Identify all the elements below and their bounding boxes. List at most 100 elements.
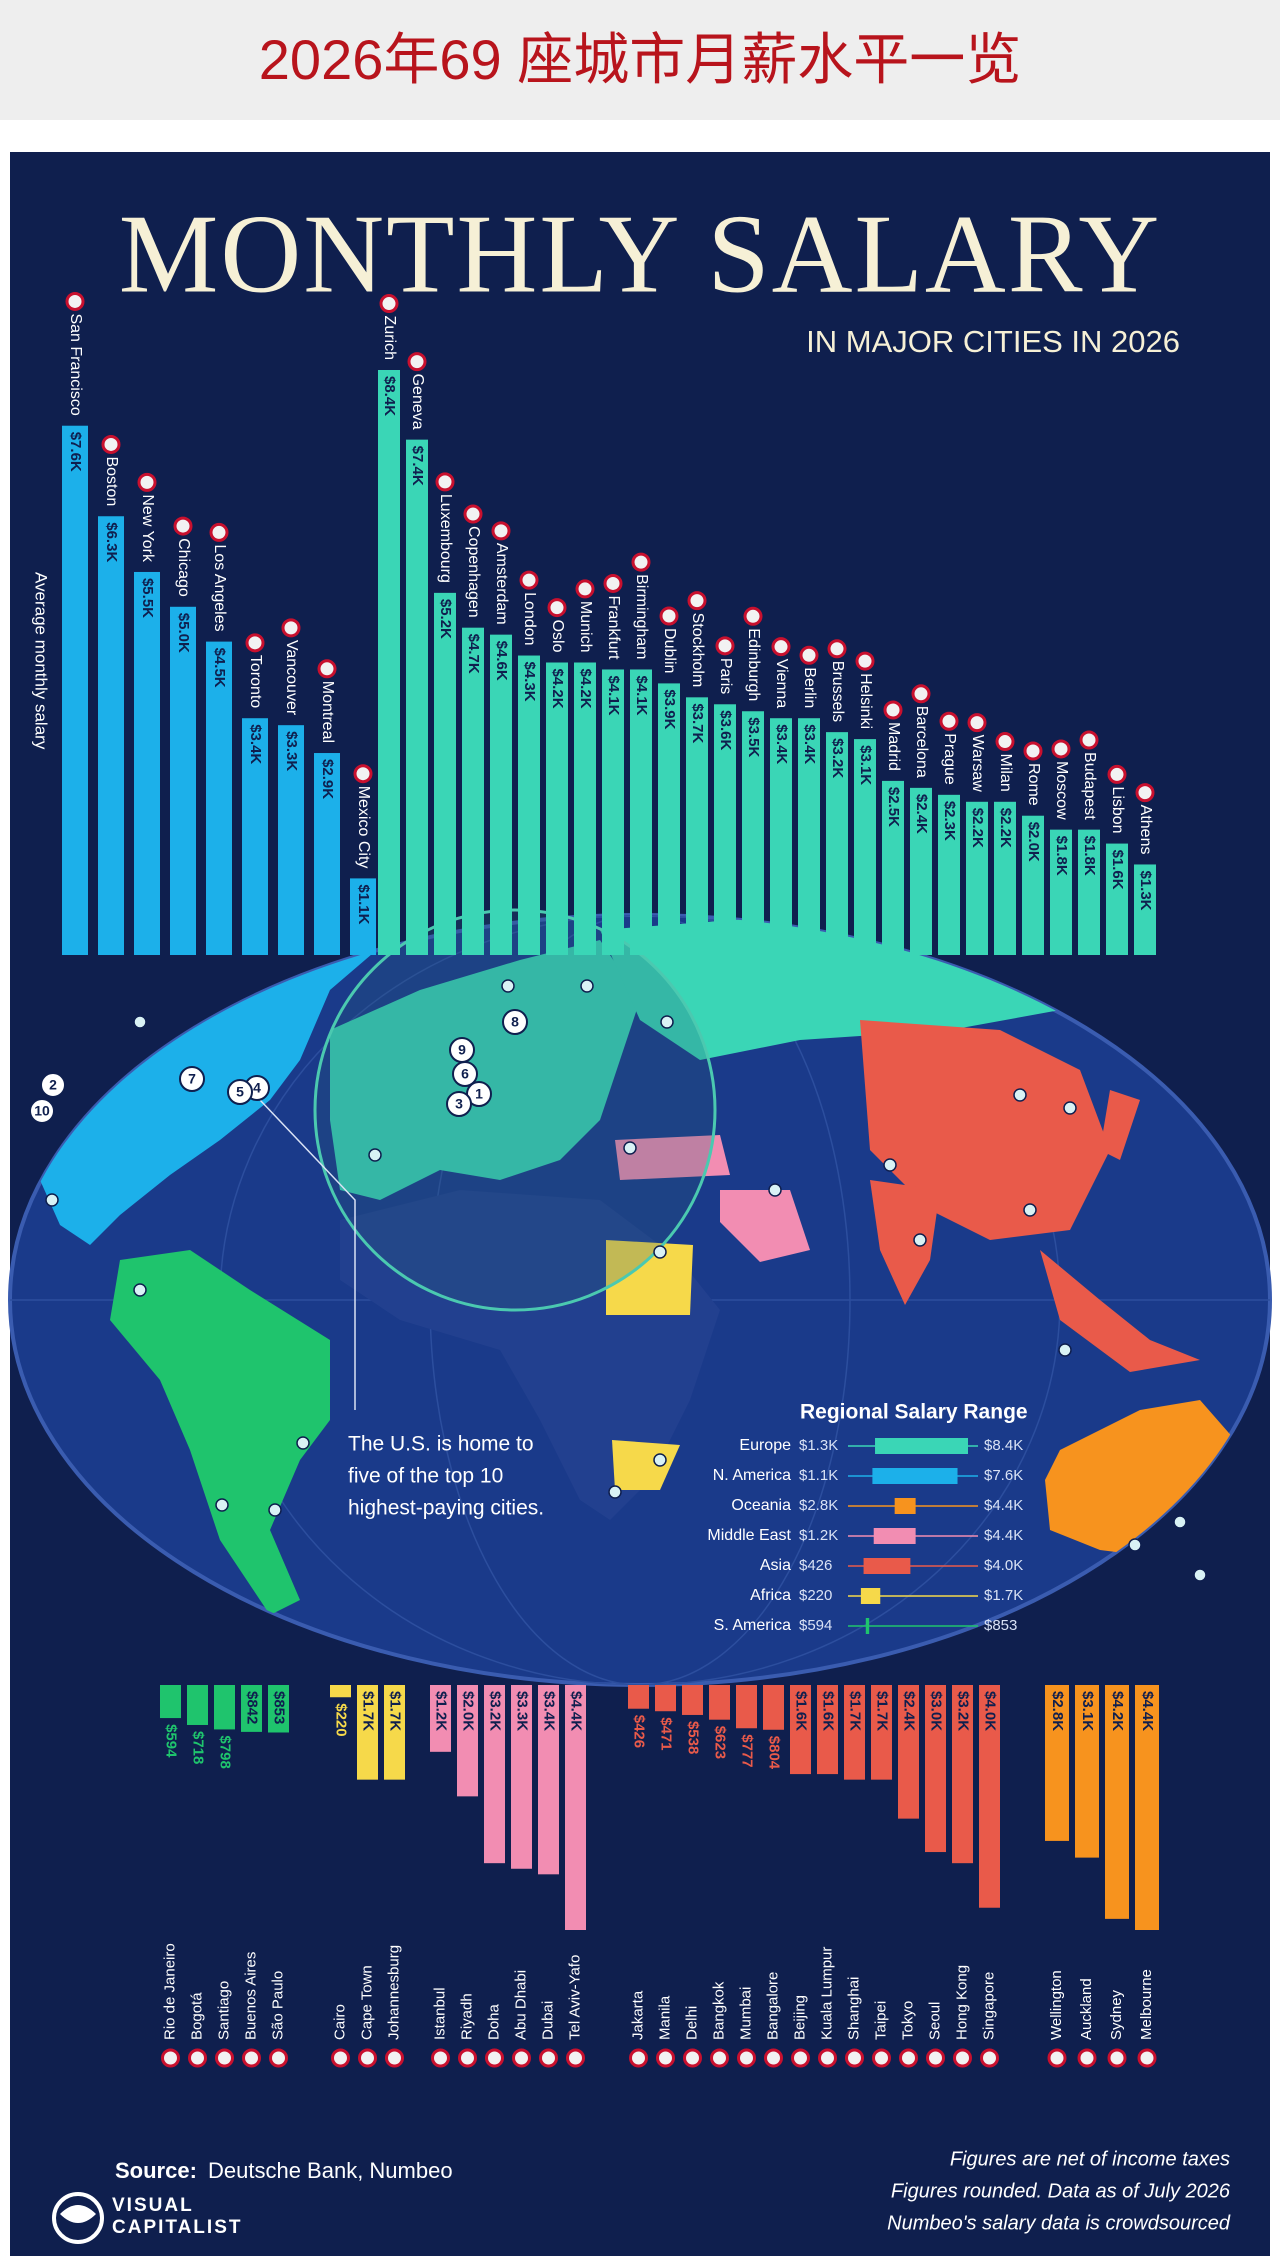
city-dots bbox=[45, 979, 1207, 1582]
bar bbox=[1022, 815, 1044, 955]
city-label: Frankfurt bbox=[605, 595, 622, 660]
flag bbox=[245, 633, 265, 653]
city-label: Melbourne bbox=[1138, 1969, 1155, 2040]
bar bbox=[910, 787, 932, 955]
bar bbox=[938, 794, 960, 955]
city-label: Luxembourg bbox=[437, 494, 454, 583]
axis-label: Average monthly salary bbox=[32, 572, 51, 750]
city-dot bbox=[501, 979, 515, 993]
city-label: Riyadh bbox=[458, 1993, 475, 2040]
value-label: $3.5K bbox=[745, 717, 762, 757]
bar bbox=[682, 1685, 703, 1715]
city-dot bbox=[133, 1283, 147, 1297]
bar bbox=[268, 1685, 289, 1733]
value-label: $4.2K bbox=[549, 669, 566, 709]
subtitle: IN MAJOR CITIES IN 2026 bbox=[806, 324, 1180, 359]
city-label: Brussels bbox=[829, 661, 846, 722]
flag bbox=[431, 2048, 450, 2068]
south-america bbox=[110, 1250, 330, 1615]
flag bbox=[883, 700, 903, 720]
main-title: MONTHLY SALARY bbox=[119, 193, 1161, 317]
value-label: $1.8K bbox=[1053, 836, 1070, 876]
bar bbox=[98, 516, 124, 955]
bar bbox=[1050, 829, 1072, 955]
city-label: London bbox=[521, 592, 538, 645]
value-label: $798 bbox=[217, 1735, 234, 1768]
map-marker-label: 10 bbox=[34, 1103, 50, 1119]
value-label: $4.2K bbox=[1109, 1691, 1126, 1731]
map-marker bbox=[449, 1037, 475, 1063]
logo-icon bbox=[52, 2192, 104, 2244]
city-dot bbox=[1193, 1568, 1207, 1582]
annotation-line: five of the top 10 bbox=[348, 1465, 503, 1488]
bar bbox=[434, 592, 456, 955]
flag bbox=[911, 684, 931, 704]
flag bbox=[659, 606, 679, 626]
value-label: $3.2K bbox=[487, 1691, 504, 1731]
city-label: Prague bbox=[941, 733, 958, 785]
flag bbox=[458, 2048, 477, 2068]
value-label: $2.5K bbox=[885, 787, 902, 827]
india bbox=[870, 1180, 940, 1305]
value-label: $842 bbox=[244, 1691, 261, 1724]
map-marker-label: 9 bbox=[458, 1042, 466, 1058]
legend-label: Africa bbox=[750, 1587, 791, 1604]
bar bbox=[1106, 843, 1128, 955]
city-dot bbox=[296, 1436, 310, 1450]
flag bbox=[926, 2048, 945, 2068]
map-marker bbox=[227, 1079, 253, 1105]
bar bbox=[484, 1685, 505, 1864]
europe bbox=[330, 940, 640, 1200]
flag bbox=[358, 2048, 377, 2068]
city-label: Abu Dhabi bbox=[512, 1970, 529, 2040]
city-label: Warsaw bbox=[969, 735, 986, 793]
flag bbox=[215, 2048, 234, 2068]
flag bbox=[855, 651, 875, 671]
flag bbox=[1137, 2048, 1157, 2068]
value-label: $4.4K bbox=[1139, 1691, 1156, 1731]
bar bbox=[655, 1685, 676, 1712]
bar bbox=[826, 732, 848, 955]
flag bbox=[188, 2048, 207, 2068]
city-label: Manila bbox=[656, 1995, 673, 2040]
range-low-label: $1.1K bbox=[799, 1467, 838, 1484]
value-label: $3.9K bbox=[661, 689, 678, 729]
city-label: Berlin bbox=[801, 667, 818, 708]
flag bbox=[385, 2048, 404, 2068]
map-marker bbox=[179, 1066, 205, 1092]
bar bbox=[462, 627, 484, 955]
bar bbox=[490, 634, 512, 955]
value-label: $426 bbox=[631, 1715, 648, 1748]
city-label: Mexico City bbox=[355, 786, 372, 869]
bar bbox=[241, 1685, 262, 1732]
value-label: $4.1K bbox=[605, 675, 622, 715]
city-dot bbox=[1013, 1088, 1027, 1102]
city-label: Bangalore bbox=[764, 1972, 781, 2040]
flag bbox=[485, 2048, 504, 2068]
bar bbox=[62, 425, 88, 955]
flag bbox=[1079, 730, 1099, 750]
map-marker-label: 7 bbox=[188, 1071, 196, 1087]
city-label: Mumbai bbox=[737, 1987, 754, 2040]
continents bbox=[10, 915, 1270, 1685]
bar bbox=[898, 1685, 919, 1819]
flag bbox=[872, 2048, 891, 2068]
city-label: Santiago bbox=[215, 1981, 232, 2040]
city-label: Chicago bbox=[175, 538, 192, 597]
city-dot bbox=[883, 1158, 897, 1172]
flag bbox=[1077, 2048, 1097, 2068]
flag bbox=[519, 570, 539, 590]
value-label: $2.4K bbox=[901, 1691, 918, 1731]
range-low-label: $1.3K bbox=[799, 1437, 838, 1454]
city-dot bbox=[215, 1498, 229, 1512]
map-marker bbox=[502, 1009, 528, 1035]
bar bbox=[979, 1685, 1000, 1908]
flag bbox=[629, 2048, 648, 2068]
city-label: Los Angeles bbox=[211, 544, 228, 631]
map-marker-label: 4 bbox=[253, 1080, 261, 1096]
value-label: $6.3K bbox=[103, 522, 120, 562]
value-label: $2.9K bbox=[319, 759, 336, 799]
legend-label: Oceania bbox=[731, 1497, 791, 1514]
